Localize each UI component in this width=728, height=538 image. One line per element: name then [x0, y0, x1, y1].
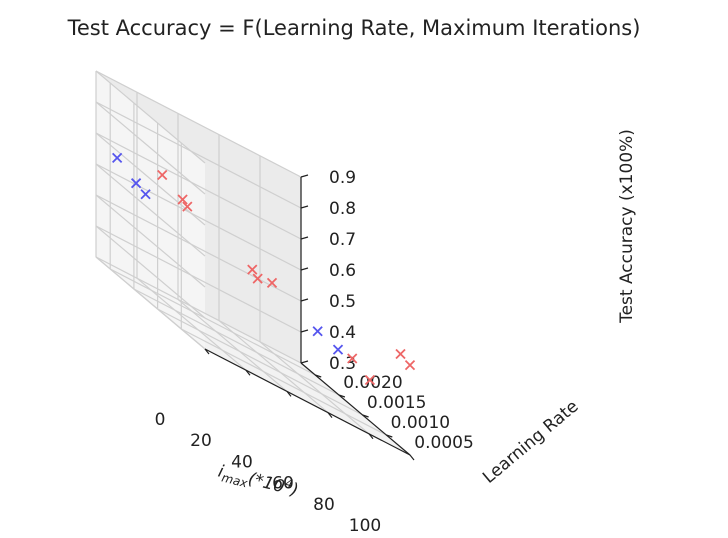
z-tick: [300, 236, 309, 240]
y-tick: [386, 434, 393, 438]
z-axis-label: Test Accuracy (x100%): [617, 129, 637, 324]
y-tick-label: 0.0005: [414, 433, 473, 453]
grid-lines: [95, 70, 411, 456]
z-tick-label: 0.7: [329, 230, 356, 250]
data-point: [112, 152, 123, 164]
data-point: [332, 344, 344, 355]
y-axis-label: Learning Rate: [479, 397, 582, 488]
z-tick: [300, 329, 309, 333]
y-tick: [338, 394, 346, 398]
data-point: [182, 201, 193, 212]
grid-line: [259, 341, 370, 435]
x-tick-label: 80: [313, 495, 335, 515]
x-tick: [368, 433, 374, 440]
data-point: [364, 374, 376, 386]
grid-line: [95, 163, 302, 271]
data-point: [252, 273, 263, 284]
x-axis-label: imax(*104): [216, 460, 301, 503]
grid-line: [133, 288, 340, 396]
tick-labels: 0204060801000.00050.00100.00150.00200.30…: [155, 168, 474, 536]
x-axis-line: [204, 348, 411, 456]
grid-line: [181, 328, 387, 436]
x-tick: [245, 369, 251, 376]
x-tick-label: 0: [155, 410, 166, 430]
x-tick: [409, 454, 415, 461]
grid-line: [218, 320, 329, 414]
x-tick: [204, 348, 210, 355]
data-points: [112, 152, 416, 386]
y-tick: [315, 374, 322, 378]
grid-line: [95, 256, 206, 350]
z-tick-label: 0.9: [329, 168, 356, 188]
y-tick-label: 0.0015: [367, 393, 426, 413]
data-point: [347, 353, 358, 364]
grid-line: [95, 101, 302, 209]
z-tick-label: 0.3: [329, 354, 356, 374]
z-tick: [300, 205, 309, 209]
grid-line: [157, 308, 363, 416]
grid-line: [95, 163, 206, 257]
axis-panes: [96, 71, 410, 455]
grid-line: [177, 298, 288, 392]
z-tick: [300, 267, 309, 271]
grid-line: [95, 70, 302, 178]
data-point: [266, 277, 278, 289]
x-tick: [286, 391, 292, 397]
z-tick: [300, 360, 309, 364]
chart-title: Test Accuracy = F(Learning Rate, Maximum…: [67, 16, 641, 40]
grid-line: [136, 277, 247, 371]
y-axis-line: [300, 362, 411, 456]
z-tick-label: 0.6: [329, 261, 356, 281]
x-tick: [327, 412, 333, 418]
z-tick: [300, 298, 309, 302]
z-tick-label: 0.4: [329, 323, 356, 343]
z-tick-label: 0.5: [329, 292, 356, 312]
grid-line: [95, 132, 206, 226]
data-point: [395, 348, 406, 360]
grid-line: [95, 225, 206, 319]
grid-line: [109, 268, 316, 376]
grid-line: [95, 225, 302, 333]
x-tick-label: 20: [190, 431, 212, 451]
data-point: [157, 169, 168, 181]
grid-line: [95, 101, 206, 195]
data-point: [130, 178, 142, 189]
z-tick-label: 0.8: [329, 199, 356, 219]
x-tick-label: 60: [272, 474, 294, 494]
x-tick-label: 40: [231, 452, 253, 472]
y-tick: [362, 414, 369, 418]
data-point: [404, 359, 416, 371]
grid-line: [95, 70, 206, 164]
data-point: [140, 189, 151, 200]
data-point: [177, 194, 188, 205]
grid-line: [95, 194, 302, 302]
y-tick-label: 0.0010: [391, 413, 450, 433]
z-tick: [300, 174, 309, 178]
grid-line: [95, 256, 302, 364]
x-tick-label: 100: [349, 516, 381, 536]
data-point: [312, 326, 323, 337]
grid-line: [95, 194, 206, 288]
grid-line: [95, 132, 302, 240]
data-point: [247, 264, 258, 275]
